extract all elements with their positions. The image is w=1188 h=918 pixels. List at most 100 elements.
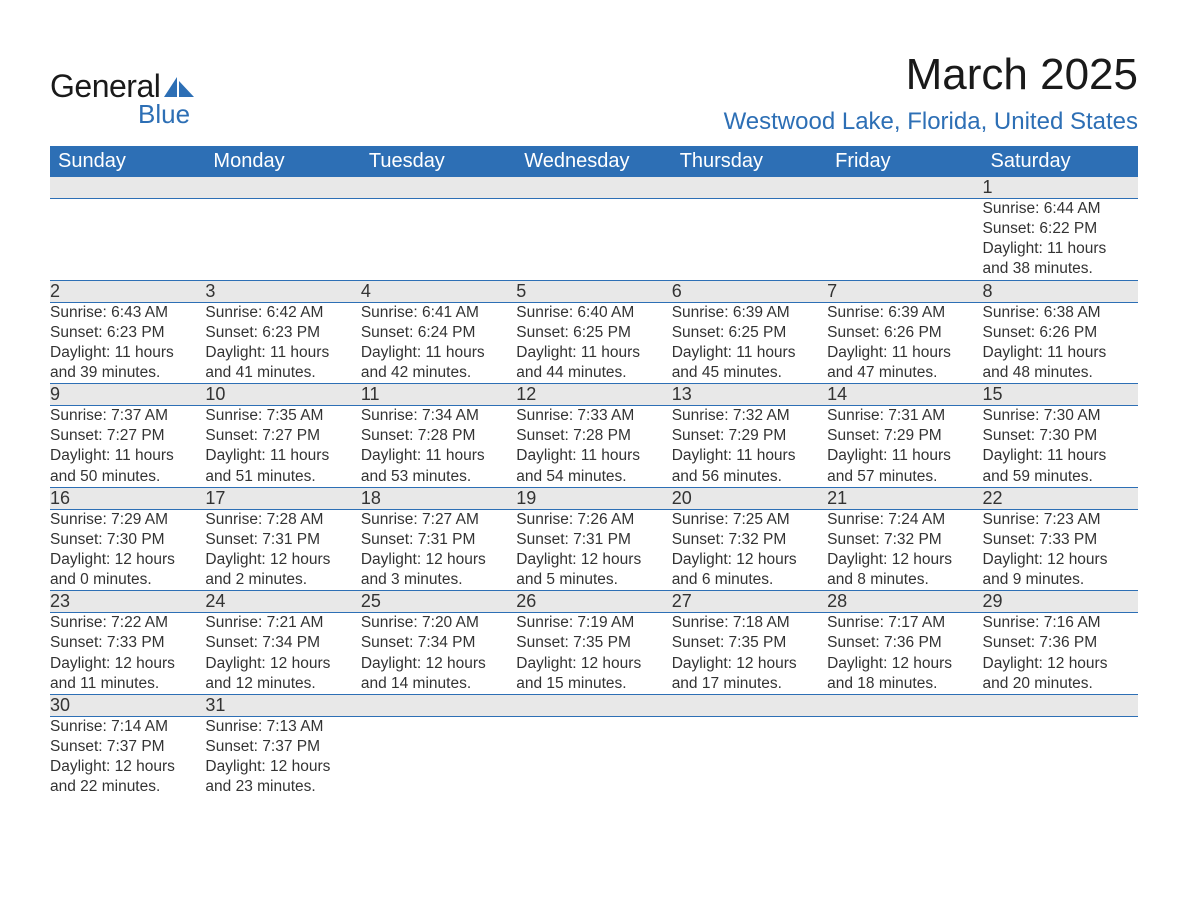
week-data-row: Sunrise: 6:44 AMSunset: 6:22 PMDaylight:… (50, 199, 1138, 281)
day-number-cell (827, 694, 982, 716)
sunrise-text: Sunrise: 7:25 AM (672, 510, 827, 530)
daylight-line1: Daylight: 12 hours (827, 550, 982, 570)
calendar-table: Sunday Monday Tuesday Wednesday Thursday… (50, 146, 1138, 797)
daylight-line2: and 38 minutes. (983, 259, 1138, 279)
day-number-cell: 27 (672, 591, 827, 613)
daylight-line1: Daylight: 12 hours (983, 654, 1138, 674)
week-daynum-row: 1 (50, 177, 1138, 199)
daylight-line2: and 17 minutes. (672, 674, 827, 694)
day-data-cell: Sunrise: 7:29 AMSunset: 7:30 PMDaylight:… (50, 509, 205, 591)
daylight-line1: Daylight: 11 hours (361, 446, 516, 466)
sunrise-text: Sunrise: 7:20 AM (361, 613, 516, 633)
daylight-line1: Daylight: 12 hours (516, 654, 671, 674)
daylight-line1: Daylight: 11 hours (672, 446, 827, 466)
day-data-cell: Sunrise: 7:35 AMSunset: 7:27 PMDaylight:… (205, 406, 360, 488)
daylight-line2: and 45 minutes. (672, 363, 827, 383)
sunset-text: Sunset: 7:28 PM (516, 426, 671, 446)
sunset-text: Sunset: 7:33 PM (983, 530, 1138, 550)
sunrise-text: Sunrise: 7:19 AM (516, 613, 671, 633)
daylight-line1: Daylight: 11 hours (827, 343, 982, 363)
daylight-line1: Daylight: 11 hours (983, 239, 1138, 259)
sunrise-text: Sunrise: 6:39 AM (827, 303, 982, 323)
location-subtitle: Westwood Lake, Florida, United States (724, 108, 1138, 136)
sail-icon (164, 75, 194, 102)
day-data-cell (672, 199, 827, 281)
day-data-cell: Sunrise: 7:26 AMSunset: 7:31 PMDaylight:… (516, 509, 671, 591)
sunset-text: Sunset: 6:26 PM (827, 323, 982, 343)
sunset-text: Sunset: 7:36 PM (983, 633, 1138, 653)
sunset-text: Sunset: 7:37 PM (205, 737, 360, 757)
daylight-line2: and 57 minutes. (827, 467, 982, 487)
day-data-cell (50, 199, 205, 281)
day-number-cell: 23 (50, 591, 205, 613)
sunrise-text: Sunrise: 7:17 AM (827, 613, 982, 633)
week-data-row: Sunrise: 6:43 AMSunset: 6:23 PMDaylight:… (50, 302, 1138, 384)
sunrise-text: Sunrise: 7:22 AM (50, 613, 205, 633)
day-data-cell (205, 199, 360, 281)
sunrise-text: Sunrise: 7:13 AM (205, 717, 360, 737)
day-data-cell: Sunrise: 6:44 AMSunset: 6:22 PMDaylight:… (983, 199, 1138, 281)
day-number-cell: 16 (50, 487, 205, 509)
day-number-cell: 29 (983, 591, 1138, 613)
daylight-line2: and 47 minutes. (827, 363, 982, 383)
day-data-cell: Sunrise: 6:43 AMSunset: 6:23 PMDaylight:… (50, 302, 205, 384)
daylight-line1: Daylight: 11 hours (983, 446, 1138, 466)
sunset-text: Sunset: 7:30 PM (50, 530, 205, 550)
sunset-text: Sunset: 7:31 PM (516, 530, 671, 550)
day-data-cell: Sunrise: 6:39 AMSunset: 6:25 PMDaylight:… (672, 302, 827, 384)
day-number-cell: 26 (516, 591, 671, 613)
day-number-cell: 6 (672, 280, 827, 302)
sunrise-text: Sunrise: 6:38 AM (983, 303, 1138, 323)
day-number-cell: 28 (827, 591, 982, 613)
day-number-cell: 9 (50, 384, 205, 406)
day-data-cell: Sunrise: 7:32 AMSunset: 7:29 PMDaylight:… (672, 406, 827, 488)
sunrise-text: Sunrise: 7:14 AM (50, 717, 205, 737)
day-number-cell: 25 (361, 591, 516, 613)
day-data-cell: Sunrise: 7:16 AMSunset: 7:36 PMDaylight:… (983, 613, 1138, 695)
sunrise-text: Sunrise: 6:43 AM (50, 303, 205, 323)
day-number-cell: 21 (827, 487, 982, 509)
daylight-line1: Daylight: 11 hours (361, 343, 516, 363)
day-number-cell (516, 177, 671, 199)
day-data-cell: Sunrise: 7:27 AMSunset: 7:31 PMDaylight:… (361, 509, 516, 591)
day-number-cell: 20 (672, 487, 827, 509)
day-number-cell (672, 177, 827, 199)
week-daynum-row: 23242526272829 (50, 591, 1138, 613)
daylight-line2: and 14 minutes. (361, 674, 516, 694)
day-number-cell: 22 (983, 487, 1138, 509)
daylight-line2: and 41 minutes. (205, 363, 360, 383)
daylight-line1: Daylight: 12 hours (50, 757, 205, 777)
sunset-text: Sunset: 7:37 PM (50, 737, 205, 757)
daylight-line2: and 5 minutes. (516, 570, 671, 590)
daylight-line1: Daylight: 12 hours (672, 654, 827, 674)
daylight-line2: and 22 minutes. (50, 777, 205, 797)
day-data-cell: Sunrise: 6:40 AMSunset: 6:25 PMDaylight:… (516, 302, 671, 384)
daylight-line1: Daylight: 11 hours (516, 343, 671, 363)
sunset-text: Sunset: 7:32 PM (827, 530, 982, 550)
day-number-cell (361, 694, 516, 716)
day-number-cell (827, 177, 982, 199)
day-number-cell: 17 (205, 487, 360, 509)
sunset-text: Sunset: 6:25 PM (672, 323, 827, 343)
sunset-text: Sunset: 7:29 PM (672, 426, 827, 446)
sunset-text: Sunset: 7:28 PM (361, 426, 516, 446)
sunset-text: Sunset: 6:23 PM (205, 323, 360, 343)
logo-text-blue: Blue (138, 99, 194, 130)
sunset-text: Sunset: 7:35 PM (516, 633, 671, 653)
day-data-cell: Sunrise: 7:14 AMSunset: 7:37 PMDaylight:… (50, 716, 205, 797)
day-number-cell: 3 (205, 280, 360, 302)
daylight-line1: Daylight: 12 hours (50, 550, 205, 570)
daylight-line2: and 0 minutes. (50, 570, 205, 590)
sunset-text: Sunset: 7:36 PM (827, 633, 982, 653)
daylight-line2: and 18 minutes. (827, 674, 982, 694)
daylight-line1: Daylight: 12 hours (827, 654, 982, 674)
daylight-line1: Daylight: 12 hours (205, 654, 360, 674)
sunrise-text: Sunrise: 7:32 AM (672, 406, 827, 426)
day-number-cell: 10 (205, 384, 360, 406)
daylight-line2: and 8 minutes. (827, 570, 982, 590)
daylight-line2: and 6 minutes. (672, 570, 827, 590)
daylight-line2: and 51 minutes. (205, 467, 360, 487)
day-data-cell: Sunrise: 7:23 AMSunset: 7:33 PMDaylight:… (983, 509, 1138, 591)
daylight-line1: Daylight: 12 hours (983, 550, 1138, 570)
sunset-text: Sunset: 6:23 PM (50, 323, 205, 343)
